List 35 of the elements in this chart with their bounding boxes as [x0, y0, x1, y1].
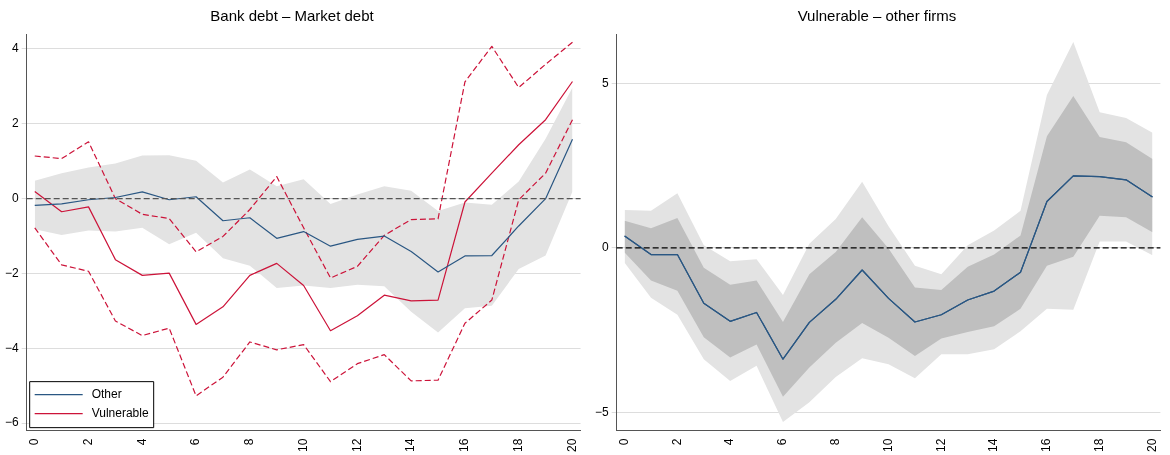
x-tick-label: 12 [933, 438, 948, 453]
x-tick-label: 18 [511, 438, 526, 453]
x-tick-label: 16 [1039, 438, 1054, 453]
y-tick-label: 0 [11, 190, 19, 205]
x-tick-label: 6 [775, 438, 790, 446]
x-tick-label: 8 [828, 438, 843, 446]
x-tick-label: 20 [1144, 438, 1159, 453]
x-tick-label: 4 [722, 438, 737, 446]
y-tick-label: 0 [601, 240, 609, 255]
x-tick-label: 16 [457, 438, 472, 453]
x-tick-label: 20 [564, 438, 579, 453]
y-tick-label: 4 [11, 41, 19, 56]
y-tick-label: −6 [4, 415, 19, 430]
chart-title: Vulnerable – other firms [797, 7, 957, 25]
y-tick-label: 2 [11, 116, 19, 131]
x-tick-label: 0 [27, 438, 42, 446]
x-tick-label: 6 [188, 438, 203, 446]
x-tick-label: 18 [1092, 438, 1107, 453]
x-tick-label: 12 [349, 438, 364, 453]
x-tick-label: 10 [880, 438, 895, 453]
x-tick-label: 0 [616, 438, 631, 446]
legend-label: Vulnerable [91, 405, 149, 420]
x-tick-label: 10 [295, 438, 310, 453]
y-tick-label: −2 [4, 265, 19, 280]
x-tick-label: 2 [80, 438, 95, 446]
y-tick-label: 5 [601, 75, 609, 90]
chart-title: Bank debt – Market debt [210, 7, 375, 25]
y-tick-label: −5 [594, 404, 609, 419]
x-tick-label: 8 [242, 438, 257, 446]
x-tick-label: 2 [669, 438, 684, 446]
x-tick-label: 14 [403, 438, 418, 453]
x-tick-label: 14 [986, 438, 1001, 453]
legend-label: Other [91, 386, 122, 401]
y-tick-label: −4 [4, 340, 19, 355]
x-tick-label: 4 [134, 438, 149, 446]
